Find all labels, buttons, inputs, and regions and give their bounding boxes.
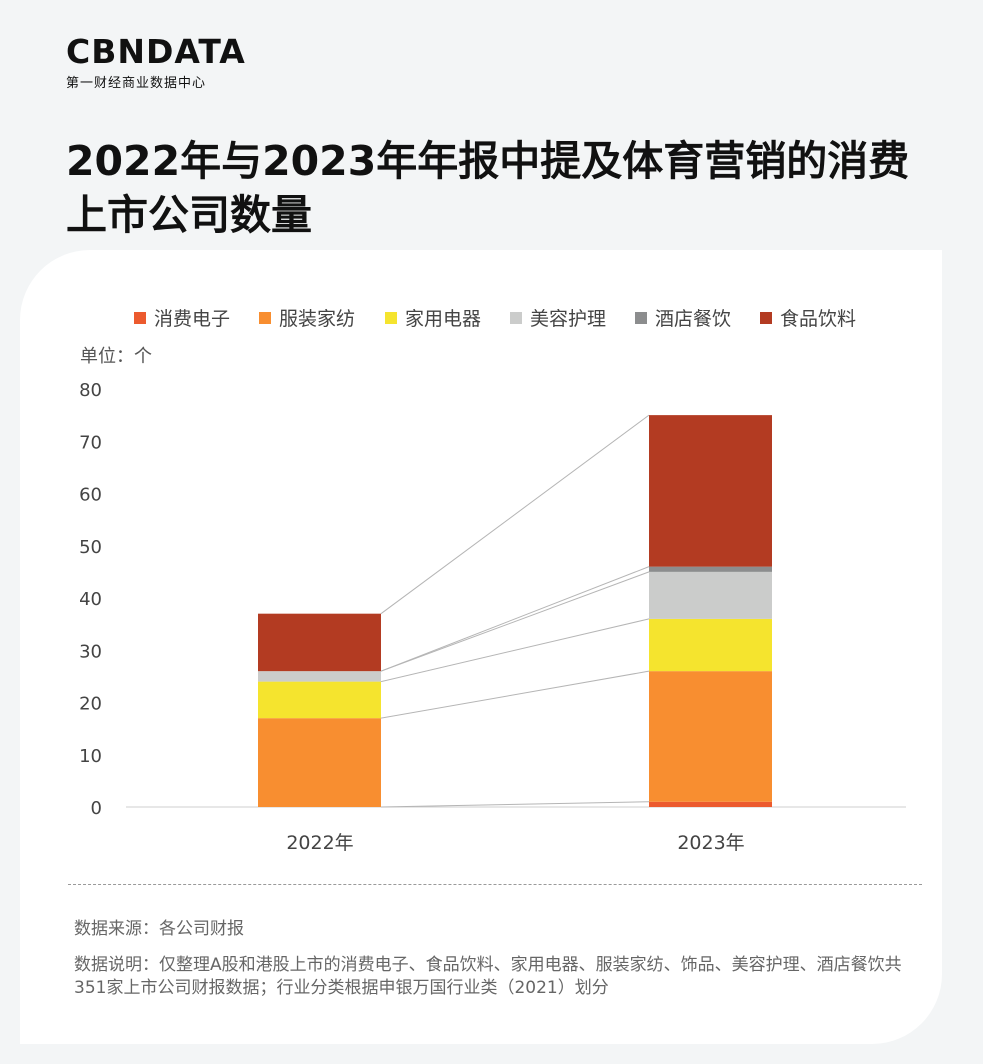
divider <box>68 884 922 885</box>
legend-label: 消费电子 <box>154 308 230 330</box>
y-tick-label: 80 <box>79 380 102 401</box>
data-source: 数据来源：各公司财报 <box>74 919 244 939</box>
bar-segment <box>649 671 772 802</box>
bar-segment <box>649 566 772 572</box>
connector-line <box>380 801 650 808</box>
bar-segment <box>649 618 772 672</box>
x-tick-label: 2022年 <box>286 832 353 854</box>
y-tick-label: 50 <box>79 537 102 558</box>
y-tick-label: 70 <box>79 432 102 453</box>
y-tick-label: 30 <box>79 641 102 662</box>
bar-segment <box>649 801 772 807</box>
legend-label: 食品饮料 <box>780 308 856 330</box>
brand-logo: CBNDATA 第一财经商业数据中心 <box>66 32 246 92</box>
legend-swatch <box>760 312 772 324</box>
bar-segment <box>649 415 772 567</box>
legend-swatch <box>635 312 647 324</box>
legend-swatch <box>385 312 397 324</box>
y-tick-label: 20 <box>79 694 102 715</box>
legend-label: 服装家纺 <box>279 308 355 330</box>
bar-segment <box>258 671 381 682</box>
legend-swatch <box>259 312 271 324</box>
connector-line <box>380 670 650 719</box>
connector-line <box>380 566 650 672</box>
connector-line <box>380 571 650 672</box>
y-tick-label: 60 <box>79 485 102 506</box>
x-tick-label: 2023年 <box>677 832 744 854</box>
connector-line <box>380 414 650 615</box>
bar-segment <box>258 718 381 807</box>
bar-segment <box>258 613 381 672</box>
page-title: 2022年与2023年年报中提及体育营销的消费上市公司数量 <box>66 137 910 239</box>
bar-segment <box>649 571 772 619</box>
y-unit-label: 单位：个 <box>80 346 152 367</box>
y-tick-label: 40 <box>79 589 102 610</box>
bar-segment <box>258 681 381 719</box>
brand-name: CBNDATA <box>66 32 246 71</box>
legend-label: 酒店餐饮 <box>655 308 731 330</box>
legend-swatch <box>510 312 522 324</box>
data-note: 数据说明：仅整理A股和港股上市的消费电子、食品饮料、家用电器、服装家纺、饰品、美… <box>74 955 902 998</box>
legend-label: 家用电器 <box>405 308 481 330</box>
y-tick-label: 0 <box>91 798 102 819</box>
legend-label: 美容护理 <box>530 308 606 330</box>
legend-swatch <box>134 312 146 324</box>
y-tick-label: 10 <box>79 746 102 767</box>
connector-line <box>380 618 650 683</box>
brand-tagline: 第一财经商业数据中心 <box>66 76 207 91</box>
chart-card <box>20 250 942 1044</box>
